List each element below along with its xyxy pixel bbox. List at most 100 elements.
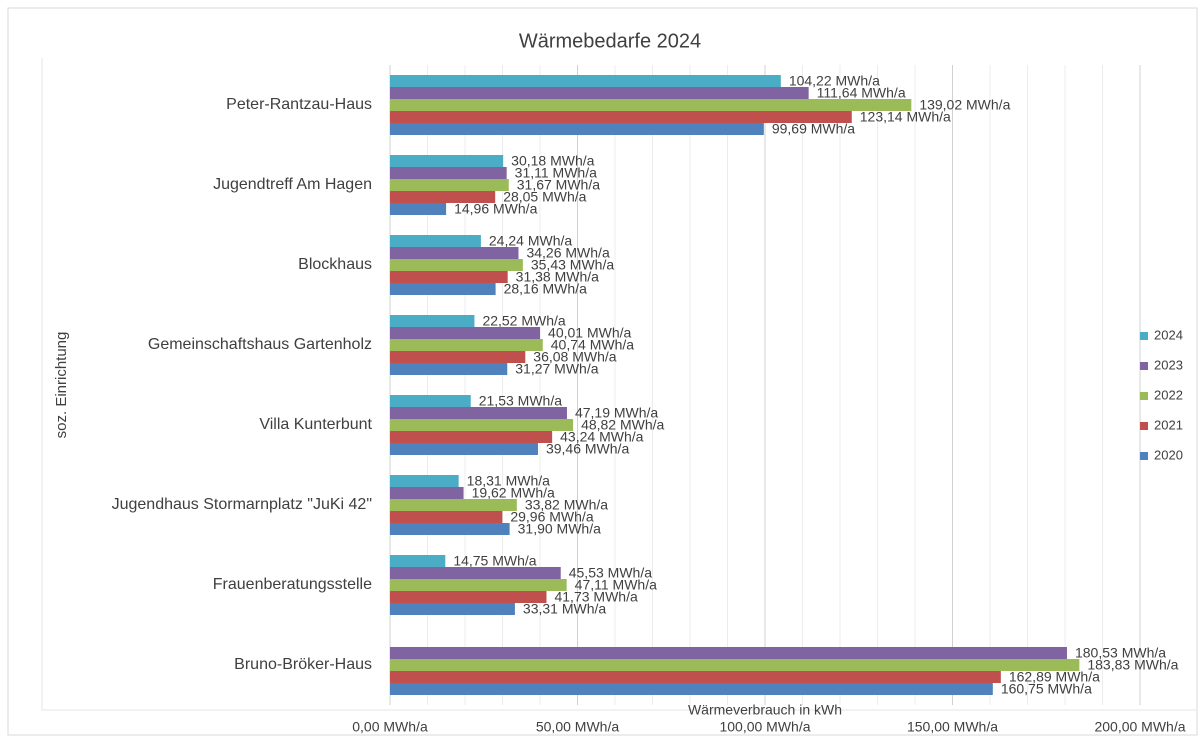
y-tick-label: Blockhaus: [298, 256, 372, 273]
bar: [390, 603, 515, 615]
x-tick-label: 0,00 MWh/a: [352, 719, 428, 735]
value-label: 21,53 MWh/a: [479, 393, 562, 409]
bar: [390, 591, 547, 603]
value-label: 28,05 MWh/a: [503, 189, 586, 205]
value-label: 31,11 MWh/a: [515, 165, 597, 181]
legend-label: 2023: [1154, 357, 1183, 372]
x-tick-label: 100,00 MWh/a: [719, 719, 810, 735]
y-tick-label: Villa Kunterbunt: [259, 416, 372, 433]
value-label: 48,82 MWh/a: [581, 417, 664, 433]
value-label: 43,24 MWh/a: [560, 429, 643, 445]
bar: [390, 659, 1080, 671]
value-label: 111,64 MWh/a: [817, 85, 906, 101]
y-tick-label: Peter-Rantzau-Haus: [226, 96, 372, 113]
bar: [390, 475, 459, 487]
plot-frame: [41, 58, 1197, 711]
bar: [390, 431, 553, 443]
value-label: 47,19 MWh/a: [575, 405, 658, 421]
bar: [390, 523, 510, 535]
value-label: 14,75 MWh/a: [453, 553, 536, 569]
legend-label: 2024: [1154, 327, 1183, 342]
x-tick-label: 150,00 MWh/a: [907, 719, 998, 735]
bar: [390, 647, 1067, 659]
value-label: 18,31 MWh/a: [467, 473, 550, 489]
bar: [390, 167, 507, 179]
bar: [390, 499, 517, 511]
bar: [390, 339, 543, 351]
value-label: 40,74 MWh/a: [551, 337, 634, 353]
y-tick-label: Jugendhaus Stormarnplatz "JuKi 42": [112, 496, 372, 513]
value-label: 31,38 MWh/a: [516, 269, 599, 285]
y-tick-label: Gemeinschaftshaus Gartenholz: [148, 336, 372, 353]
bar: [390, 671, 1001, 683]
y-axis-label: soz. Einrichtung: [53, 332, 70, 439]
value-label: 33,82 MWh/a: [525, 497, 608, 513]
x-tick-label: 200,00 MWh/a: [1094, 719, 1185, 735]
legend-label: 2022: [1154, 387, 1183, 402]
value-label: 45,53 MWh/a: [569, 565, 652, 581]
value-label: 36,08 MWh/a: [533, 349, 616, 365]
bar: [390, 395, 471, 407]
legend-label: 2021: [1154, 417, 1183, 432]
value-label: 22,52 MWh/a: [482, 313, 565, 329]
x-axis-label: Wärmeverbrauch in kWh: [688, 702, 842, 718]
value-label: 35,43 MWh/a: [531, 257, 614, 273]
bar: [390, 683, 993, 695]
value-label: 33,31 MWh/a: [523, 601, 606, 617]
bar: [390, 111, 852, 123]
legend-swatch: [1140, 422, 1148, 430]
bar: [390, 179, 509, 191]
value-label: 104,22 MWh/a: [789, 73, 880, 89]
bar: [390, 419, 574, 431]
value-label: 31,67 MWh/a: [517, 177, 600, 193]
bar: [390, 363, 508, 375]
chart-title: Wärmebedarfe 2024: [519, 30, 701, 52]
value-label: 123,14 MWh/a: [860, 109, 951, 125]
value-label: 139,02 MWh/a: [919, 97, 1010, 113]
legend-swatch: [1140, 362, 1148, 370]
bar: [390, 259, 523, 271]
legend-swatch: [1140, 452, 1148, 460]
bar: [390, 123, 764, 135]
value-label: 180,53 MWh/a: [1075, 645, 1166, 661]
value-label: 29,96 MWh/a: [510, 509, 593, 525]
value-label: 19,62 MWh/a: [472, 485, 555, 501]
y-tick-label: Frauenberatungsstelle: [213, 576, 372, 593]
legend-swatch: [1140, 332, 1148, 340]
value-label: 183,83 MWh/a: [1087, 657, 1178, 673]
value-label: 28,16 MWh/a: [504, 281, 587, 297]
bar: [390, 315, 475, 327]
bar: [390, 567, 561, 579]
bar: [390, 191, 496, 203]
value-label: 39,46 MWh/a: [546, 441, 629, 457]
value-label: 160,75 MWh/a: [1001, 681, 1092, 697]
bar: [390, 351, 526, 363]
value-label: 47,11 MWh/a: [575, 577, 657, 593]
legend-swatch: [1140, 392, 1148, 400]
bar: [390, 555, 446, 567]
bar: [390, 203, 447, 215]
value-label: 30,18 MWh/a: [511, 153, 594, 169]
bar: [390, 407, 567, 419]
value-label: 31,90 MWh/a: [518, 521, 601, 537]
bar: [390, 487, 464, 499]
value-label: 34,26 MWh/a: [526, 245, 609, 261]
value-label: 162,89 MWh/a: [1009, 669, 1100, 685]
bar: [390, 283, 496, 295]
bar: [390, 155, 504, 167]
value-label: 40,01 MWh/a: [548, 325, 631, 341]
bar: [390, 247, 519, 259]
value-label: 41,73 MWh/a: [554, 589, 637, 605]
bar: [390, 75, 781, 87]
y-tick-label: Jugendtreff Am Hagen: [213, 176, 372, 193]
legend-label: 2020: [1154, 447, 1183, 462]
y-tick-label: Bruno-Bröker-Haus: [234, 656, 372, 673]
bar: [390, 271, 508, 283]
value-label: 24,24 MWh/a: [489, 233, 572, 249]
bar: [390, 511, 503, 523]
bar: [390, 99, 912, 111]
bar: [390, 235, 481, 247]
bar: [390, 443, 538, 455]
